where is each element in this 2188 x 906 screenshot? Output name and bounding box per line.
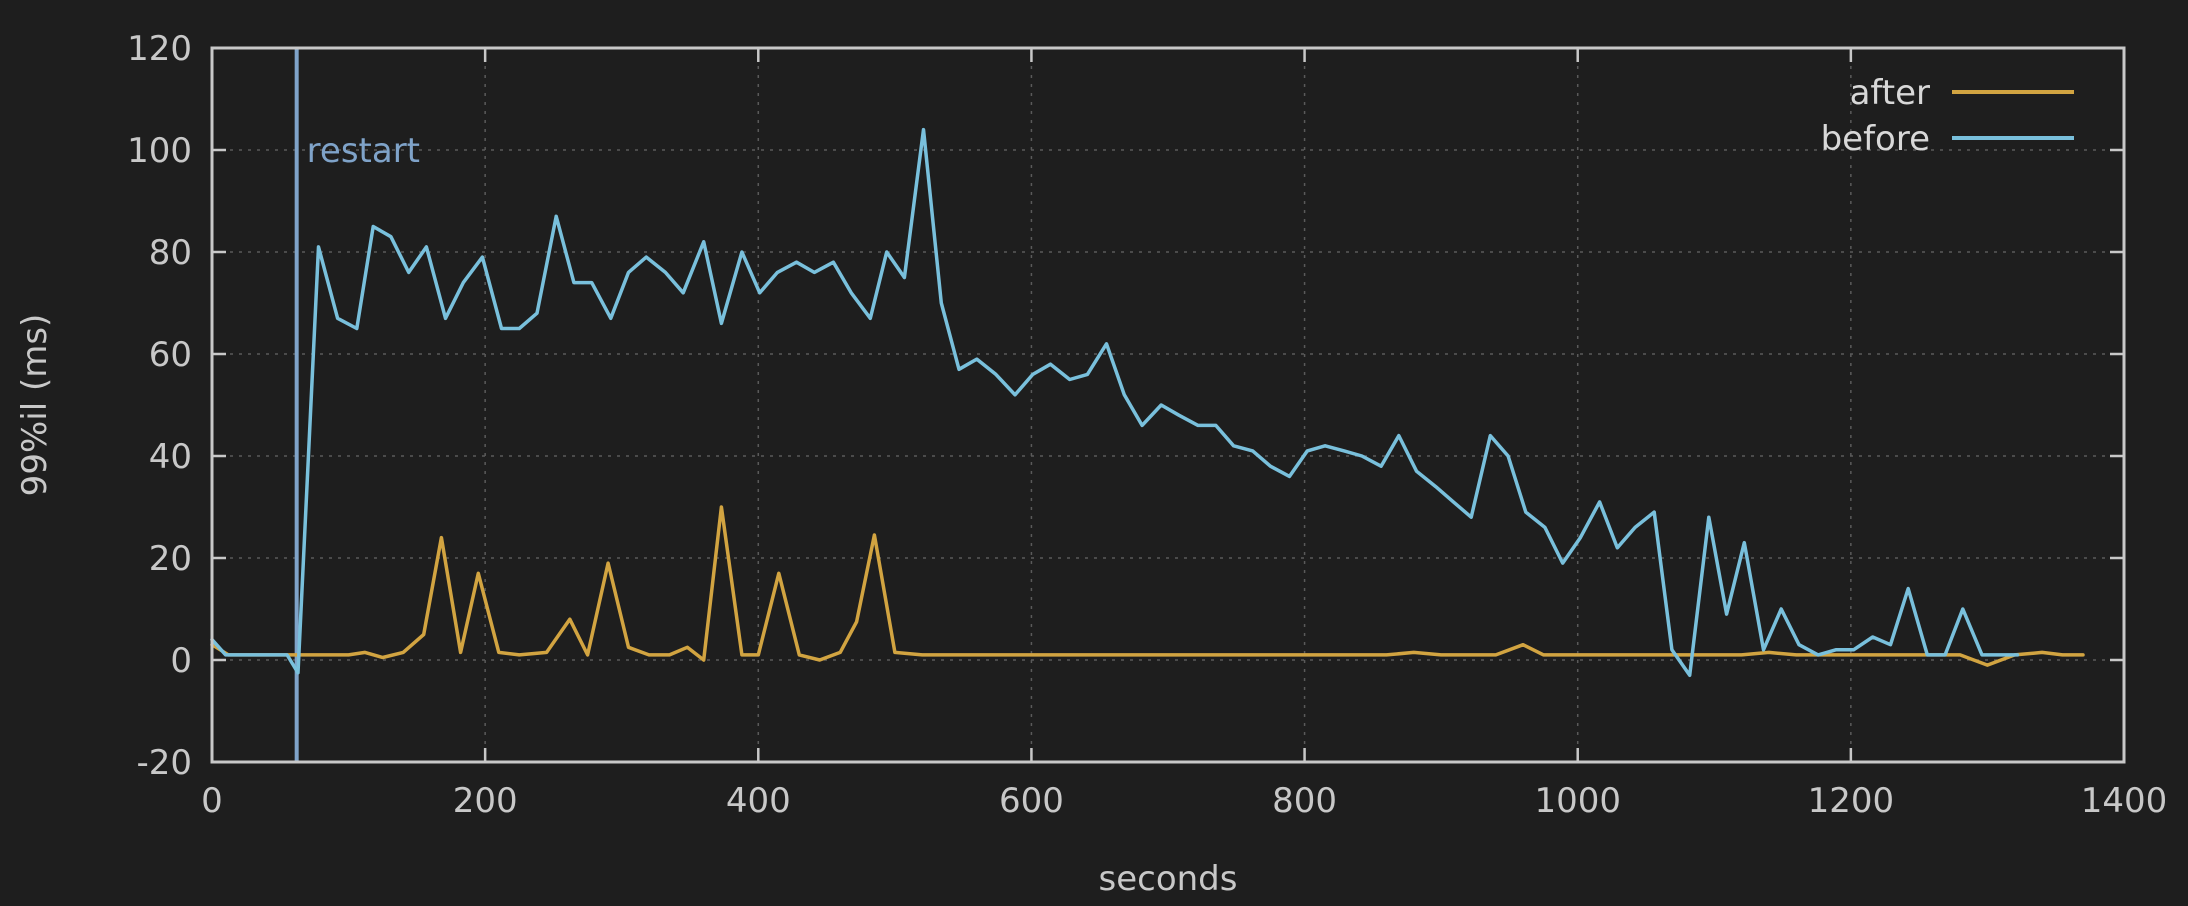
- y-tick-label: 40: [149, 437, 192, 477]
- legend-label-after: after: [1850, 73, 1930, 113]
- y-tick-label: 80: [149, 233, 192, 273]
- y-tick-label: 60: [149, 335, 192, 375]
- series-line-before: [210, 127, 2020, 678]
- restart-label: restart: [307, 131, 420, 171]
- y-tick-label: 0: [170, 641, 192, 681]
- legend-label-before: before: [1821, 119, 1930, 159]
- y-tick-label: -20: [136, 743, 192, 783]
- grid-lines: [212, 48, 2124, 762]
- series-line-after: [210, 505, 2085, 667]
- annotations: restart: [294, 48, 420, 762]
- x-tick-label: 400: [726, 781, 791, 821]
- x-tick-label: 200: [453, 781, 518, 821]
- x-axis-title: seconds: [1099, 859, 1238, 899]
- y-tick-label: 120: [127, 29, 192, 69]
- x-tick-label: 1400: [2081, 781, 2168, 821]
- y-tick-label: 100: [127, 131, 192, 171]
- x-tick-label: 1000: [1534, 781, 1621, 821]
- axis-ticks: 0 200 400 600 800 1000 1200 1400-20020406080100…: [127, 29, 2167, 821]
- y-axis-title: 99%il (ms): [15, 314, 55, 497]
- x-tick-label: 800: [1272, 781, 1337, 821]
- y-tick-label: 20: [149, 539, 192, 579]
- x-tick-label: 0: [201, 781, 223, 821]
- x-tick-label: 600: [999, 781, 1064, 821]
- series-lines: [210, 127, 2085, 678]
- x-tick-label: 1200: [1808, 781, 1895, 821]
- legend: after before: [1821, 73, 2074, 159]
- plot-border: [210, 46, 2126, 764]
